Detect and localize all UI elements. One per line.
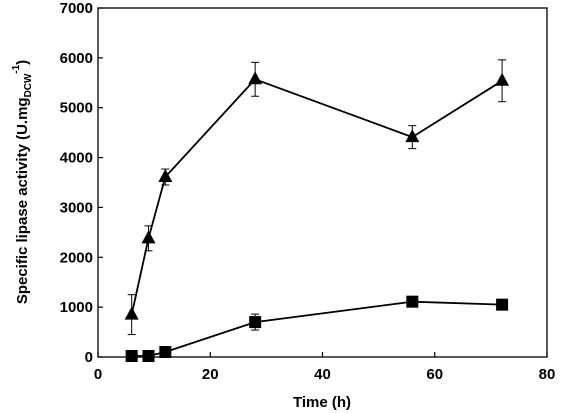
y-axis-label-close: )	[14, 60, 31, 65]
x-tick-label: 40	[314, 366, 331, 383]
y-tick-label: 7000	[60, 0, 93, 17]
square-point	[249, 316, 262, 329]
series-triangle	[124, 59, 510, 336]
y-axis-label-subscript: DCW	[23, 73, 34, 97]
series-square	[125, 295, 509, 363]
series-line	[131, 300, 503, 357]
series-line	[130, 78, 503, 315]
triangle-point	[248, 71, 263, 85]
y-axis-ticks: 0 1000 2000 3000 4000 5000 6000 7000	[60, 0, 103, 366]
triangle-point	[158, 169, 173, 183]
triangle-point	[495, 72, 510, 86]
square-point	[159, 346, 172, 359]
series-layer	[124, 59, 510, 363]
square-point	[406, 295, 419, 308]
x-axis-ticks: 0 20 40 60 80	[94, 352, 556, 383]
x-tick-label: 20	[202, 366, 219, 383]
triangle-point	[141, 230, 156, 244]
y-tick-label: 6000	[60, 50, 93, 67]
x-tick-label: 60	[426, 366, 443, 383]
square-point	[142, 350, 155, 363]
y-tick-label: 3000	[60, 199, 93, 216]
y-tick-label: 2000	[60, 249, 93, 266]
square-point	[496, 298, 509, 311]
triangle-point	[124, 306, 139, 320]
x-axis-label: Time (h)	[293, 394, 351, 411]
triangle-point	[405, 129, 420, 143]
x-tick-label: 80	[539, 366, 556, 383]
y-tick-label: 5000	[60, 100, 93, 117]
square-point	[125, 350, 138, 363]
x-tick-label: 0	[94, 366, 102, 383]
y-tick-label: 4000	[60, 150, 93, 167]
y-axis-label-main: Specific lipase activity (U.mg	[14, 97, 31, 304]
y-tick-label: 0	[85, 349, 93, 366]
y-axis-label-superscript: -1	[11, 64, 22, 73]
y-tick-label: 1000	[60, 299, 93, 316]
y-axis-label: Specific lipase activity (U.mgDCW-1)	[11, 60, 34, 304]
